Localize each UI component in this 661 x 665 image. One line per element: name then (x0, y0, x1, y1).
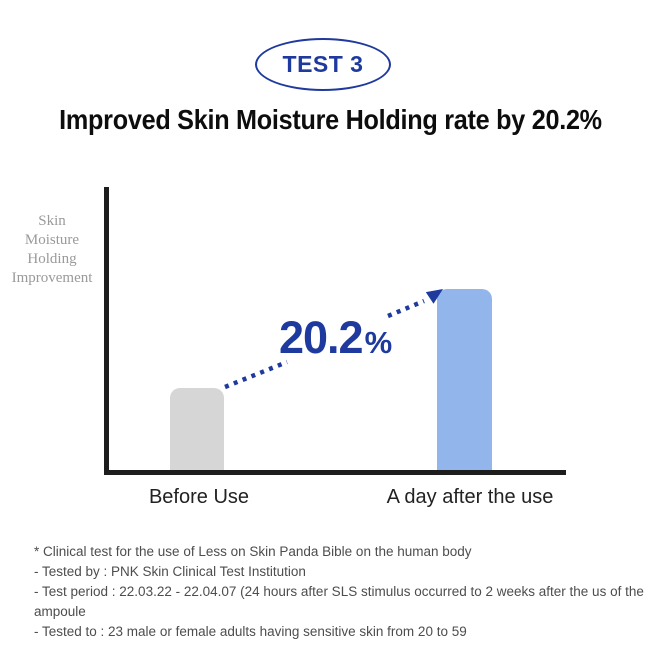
y-axis-label-line: Moisture (24, 232, 80, 248)
test-badge-label: TEST 3 (282, 51, 364, 77)
page-title: Improved Skin Moisture Holding rate by 2… (59, 104, 602, 135)
footnote-line: - Tested to : 23 male or female adults h… (34, 624, 467, 639)
improvement-unit: % (364, 325, 393, 360)
footnote-line: * Clinical test for the use of Less on S… (34, 544, 472, 559)
footnotes: * Clinical test for the use of Less on S… (34, 542, 651, 642)
improvement-value: 20.2 (279, 312, 364, 363)
y-axis-line (104, 187, 109, 475)
increase-arrow-segment (387, 298, 425, 319)
x-axis-line (104, 470, 566, 475)
footnote-line: - Tested by : PNK Skin Clinical Test Ins… (34, 564, 306, 579)
increase-arrow-segment (224, 359, 288, 390)
test-badge: TEST 3 (255, 38, 391, 91)
y-axis-label-line: Holding (27, 251, 77, 267)
y-axis-label-line: Skin (38, 213, 66, 229)
x-label-before-use: Before Use (148, 486, 250, 508)
y-axis-label: Skin Moisture Holding Improvement (0, 212, 104, 288)
y-axis-label-line: Improvement (11, 270, 93, 286)
bar-before-use (170, 388, 224, 470)
bar-after-use (437, 289, 492, 470)
improvement-annotation: 20.2% (279, 315, 392, 360)
x-label-after-use: A day after the use (386, 486, 554, 508)
footnote-line: - Test period : 22.03.22 - 22.04.07 (24 … (34, 584, 644, 619)
